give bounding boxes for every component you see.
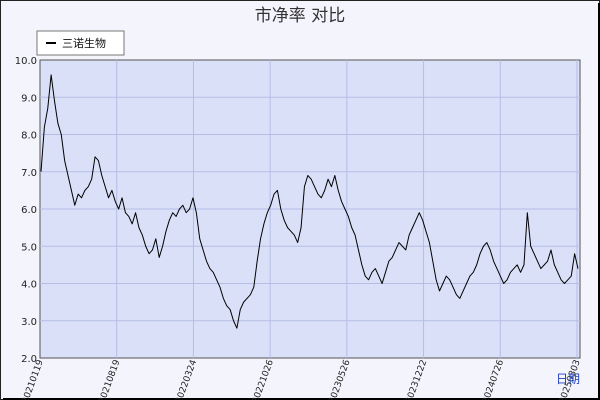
series-layer	[40, 74, 579, 329]
y-tick-labels: 2.0 3.0 4.0 5.0 6.0 7.0 8.0 9.0 10.0	[15, 56, 37, 365]
y-tick-label: 8.0	[21, 131, 37, 142]
x-tick-label: 20231222	[404, 359, 429, 400]
legend-entry: 三诺生物	[62, 36, 106, 50]
x-tick-label: 20220324	[174, 358, 199, 400]
x-tick-label: 20240726	[481, 358, 506, 400]
grid-lines	[40, 60, 580, 358]
y-tick-label: 2.0	[21, 354, 37, 365]
y-tick-label: 7.0	[21, 168, 37, 179]
frame-shadow-bottom	[3, 398, 600, 400]
chart-title: 市净率 对比	[255, 6, 345, 26]
y-tick-label: 10.0	[15, 56, 37, 67]
y-tick-label: 6.0	[21, 205, 37, 216]
x-tick-label: 20221026	[251, 358, 276, 400]
y-tick-label: 9.0	[21, 93, 37, 104]
series-line	[40, 74, 579, 329]
legend: 三诺生物	[36, 30, 125, 56]
x-tick-label: 20210819	[97, 358, 122, 400]
x-tick-label: 20230526	[328, 358, 353, 400]
x-tick-labels: 20210119 20210819 20220324 20221026 20230526…	[21, 358, 583, 400]
y-tick-label: 3.0	[21, 317, 37, 328]
frame-shadow-right	[598, 3, 600, 400]
date-link[interactable]: 日期	[556, 372, 580, 386]
y-tick-label: 4.0	[21, 280, 37, 291]
y-tick-label: 5.0	[21, 242, 37, 253]
